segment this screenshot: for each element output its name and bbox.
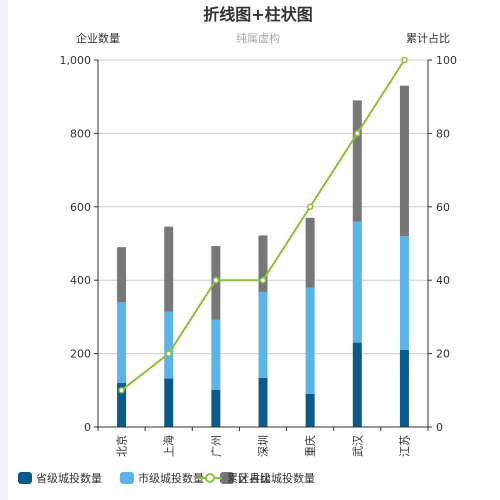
legend-label[interactable]: 累计占比 xyxy=(227,471,271,485)
legend-swatch-marker[interactable] xyxy=(205,473,215,483)
bar-1-2[interactable] xyxy=(164,378,174,427)
left-axis-tick-label: 1,000 xyxy=(60,54,92,67)
bar-1-1[interactable] xyxy=(117,382,127,427)
line-point-3[interactable] xyxy=(212,276,220,284)
line-point-2[interactable] xyxy=(165,350,172,357)
bar-2-3[interactable] xyxy=(211,319,221,390)
line-point-5[interactable] xyxy=(306,203,314,211)
line-point-4[interactable] xyxy=(259,276,267,284)
right-axis-tick-label: 40 xyxy=(436,274,450,287)
bar-1-6[interactable] xyxy=(352,342,362,427)
left-axis-tick-label: 200 xyxy=(70,348,91,361)
left-axis-tick-label: 400 xyxy=(70,274,91,287)
line-point-6[interactable] xyxy=(354,130,361,137)
legend-label[interactable]: 省级城投数量 xyxy=(36,471,102,485)
x-axis-tick-label: 深圳 xyxy=(257,435,270,457)
legend-label[interactable]: 市级城投数量 xyxy=(138,471,204,485)
x-axis-tick-label: 广州 xyxy=(210,435,223,457)
bar-3-2[interactable] xyxy=(164,226,174,312)
left-axis-tick-label: 0 xyxy=(84,421,91,434)
x-axis-tick-label: 上海 xyxy=(162,435,176,457)
bar-3-1[interactable] xyxy=(117,247,127,303)
bar-3-5[interactable] xyxy=(305,217,315,288)
left-axis-tick-label: 800 xyxy=(70,127,91,140)
x-axis-tick-label: 北京 xyxy=(115,435,129,457)
bar-2-2[interactable] xyxy=(164,311,174,379)
bar-2-5[interactable] xyxy=(305,287,315,394)
legend-swatch[interactable] xyxy=(120,472,134,484)
bar-1-7[interactable] xyxy=(399,349,409,427)
chart-subtitle: 纯属虚构 xyxy=(236,31,280,45)
left-gutter-strip xyxy=(0,0,8,500)
x-axis-tick-label: 武汉 xyxy=(351,435,364,457)
right-axis-tick-label: 0 xyxy=(436,421,443,434)
right-axis-tick-label: 20 xyxy=(436,348,450,361)
bar-1-4[interactable] xyxy=(258,377,268,427)
right-axis-tick-label: 60 xyxy=(436,201,450,214)
x-axis-tick-label: 重庆 xyxy=(303,435,317,457)
line-point-7[interactable] xyxy=(401,56,408,64)
bar-2-1[interactable] xyxy=(117,302,127,383)
legend-swatch[interactable] xyxy=(18,472,32,484)
bar-2-6[interactable] xyxy=(352,221,362,343)
bar-3-7[interactable] xyxy=(399,85,409,237)
bar-3-4[interactable] xyxy=(258,235,268,292)
line-series[interactable] xyxy=(118,56,408,394)
legend-label[interactable]: 区县级城投数量 xyxy=(238,471,315,485)
line-point-1[interactable] xyxy=(118,387,125,394)
right-axis-name: 累计占比 xyxy=(406,31,450,45)
bar-3-6[interactable] xyxy=(352,100,362,222)
left-axis-name: 企业数量 xyxy=(76,31,120,45)
right-axis-tick-label: 80 xyxy=(436,127,450,140)
left-axis-tick-label: 600 xyxy=(70,201,91,214)
chart-title: 折线图+柱状图 xyxy=(203,5,312,24)
bar-2-4[interactable] xyxy=(258,291,268,378)
legend-swatch[interactable] xyxy=(220,472,234,484)
bar-1-3[interactable] xyxy=(211,389,221,427)
x-axis-tick-label: 江苏 xyxy=(398,435,411,457)
axes: 0 0 200 20 400 40 600 60 800 80 1,000 100 北京 上海 广州 深圳 重庆… xyxy=(60,54,458,457)
bar-series[interactable] xyxy=(117,85,409,427)
bar-2-7[interactable] xyxy=(399,236,409,350)
right-axis-tick-label: 100 xyxy=(436,54,457,67)
bar-1-5[interactable] xyxy=(305,393,315,427)
